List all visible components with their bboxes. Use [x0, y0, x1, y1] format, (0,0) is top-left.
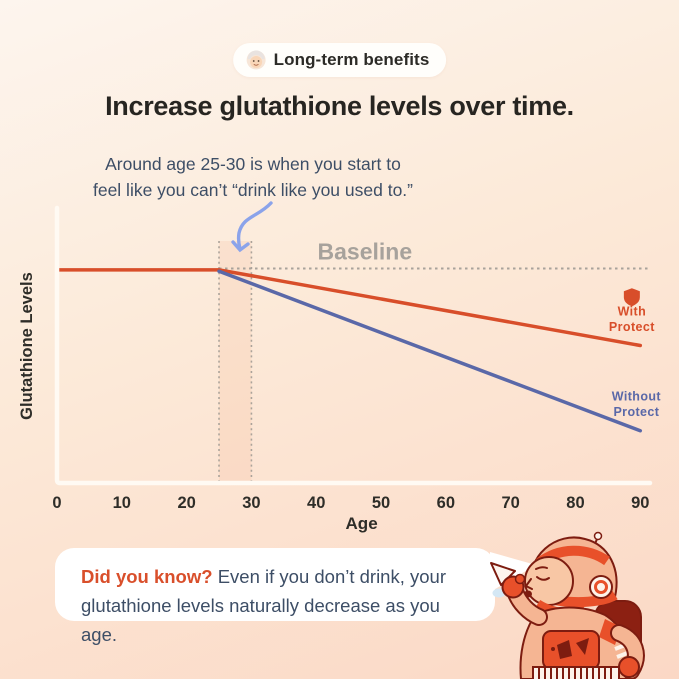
series-label: With — [618, 304, 647, 318]
did-you-know-card: Did you know? Even if you don’t drink, y… — [55, 548, 495, 645]
glove-left — [501, 573, 526, 599]
astronaut-illustration — [490, 531, 645, 679]
badge-label: Long-term benefits — [273, 50, 430, 69]
series-line-without-protect — [217, 269, 643, 433]
shield-icon — [623, 288, 640, 307]
curved-arrow-icon — [231, 201, 273, 253]
x-tick-label: 90 — [631, 494, 649, 512]
series-label: Protect — [613, 405, 659, 419]
did-you-know-text: Did you know? Even if you don’t drink, y… — [81, 562, 475, 649]
x-tick-label: 40 — [307, 494, 325, 512]
annotation-line-1: Around age 25-30 is when you start to — [105, 154, 401, 174]
long-term-benefits-badge: Long-term benefits — [232, 43, 447, 77]
x-axis-label: Age — [346, 514, 378, 533]
x-tick-label: 30 — [242, 494, 260, 512]
x-tick-label: 20 — [177, 494, 195, 512]
x-tick-label: 60 — [437, 494, 455, 512]
x-tick-label: 0 — [52, 494, 61, 512]
x-tick-label: 10 — [113, 494, 131, 512]
y-axis-label: Glutathione Levels — [18, 272, 36, 420]
series-line-with-protect — [55, 268, 643, 348]
chart-annotation: Around age 25-30 is when you start to fe… — [0, 151, 508, 203]
annotation-line-2: feel like you can’t “drink like you used… — [92, 180, 414, 200]
astronaut-face — [524, 556, 574, 606]
axis-lines — [54, 205, 653, 486]
page-title: Increase glutathione levels over time. — [105, 91, 574, 121]
baseline-label: Baseline — [318, 239, 413, 265]
series-label: Without — [612, 390, 662, 404]
series-label: Protect — [609, 320, 655, 334]
chest-patch — [542, 630, 600, 670]
did-you-know-body: Even if you don’t drink, your glutathion… — [81, 566, 446, 645]
x-tick-label: 70 — [501, 494, 519, 512]
belt — [532, 666, 620, 679]
akimbo-arm — [610, 624, 645, 679]
grandma-emoji-icon — [246, 50, 266, 70]
x-tick-label: 50 — [372, 494, 390, 512]
x-tick-label: 80 — [566, 494, 584, 512]
did-you-know-lead: Did you know? — [81, 566, 213, 587]
